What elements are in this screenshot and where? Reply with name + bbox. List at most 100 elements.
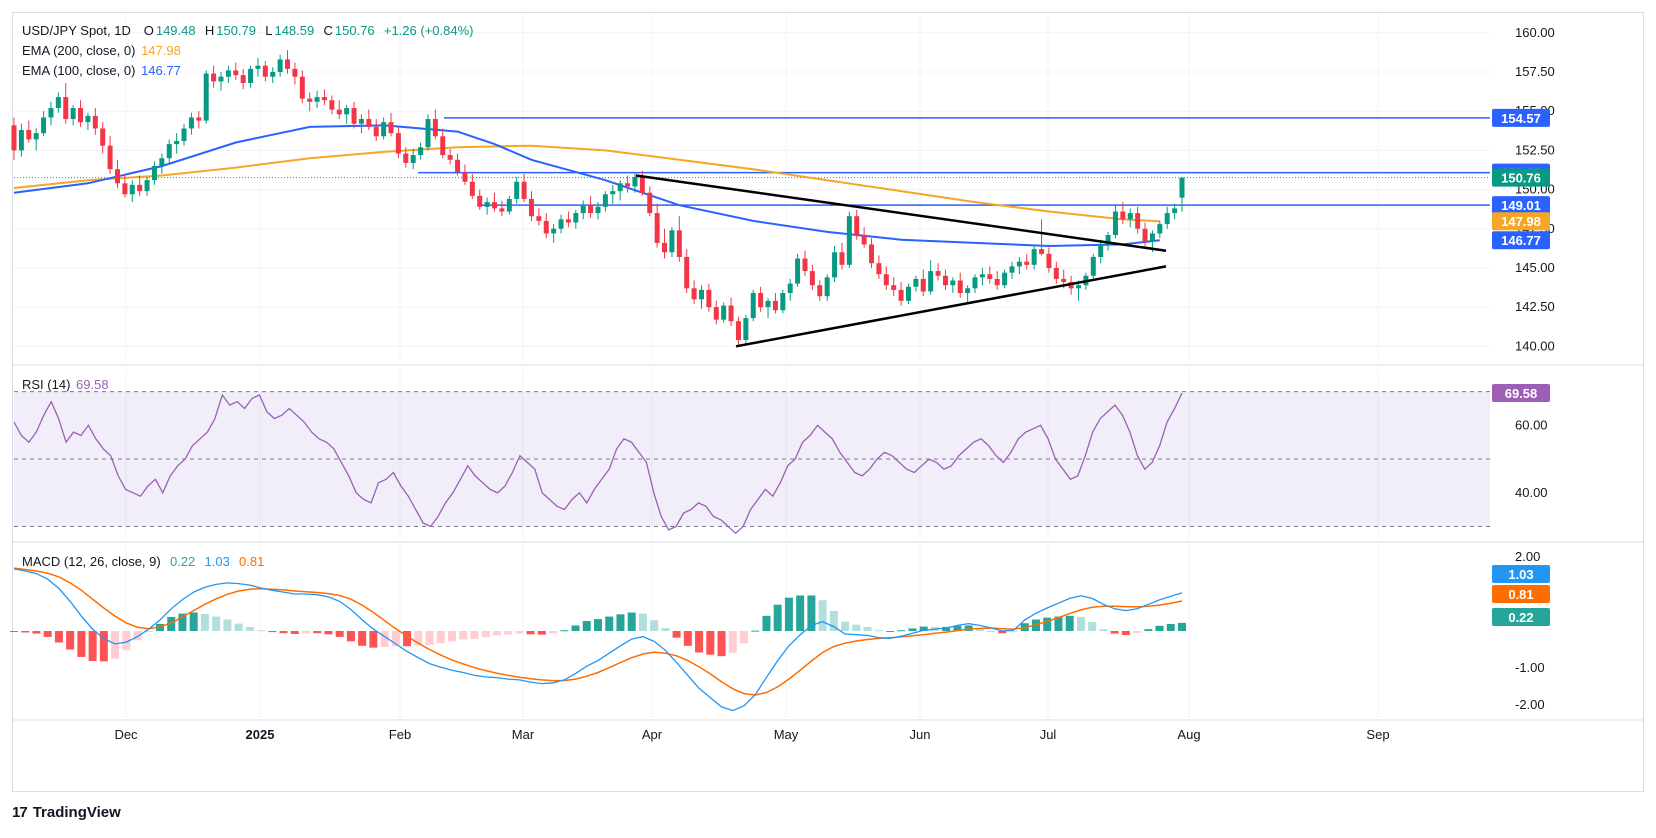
candle-body — [1179, 177, 1185, 198]
candle-body — [558, 219, 564, 229]
candle — [876, 255, 882, 279]
candle-body — [883, 274, 889, 286]
candle — [1053, 261, 1059, 284]
candle-body — [395, 133, 401, 154]
candle-body — [41, 117, 47, 134]
candle-body — [846, 216, 852, 265]
macd-hist-bar — [897, 630, 906, 632]
macd-legend[interactable]: MACD (12, 26, close, 9) 0.22 1.03 0.81 — [22, 553, 266, 571]
tradingview-logo[interactable]: 17 TradingView — [12, 804, 121, 821]
candle — [691, 280, 697, 304]
close-value: 150.76 — [334, 23, 375, 38]
macd-hist-bar — [964, 625, 973, 631]
candle — [721, 302, 727, 323]
candle — [795, 253, 801, 287]
macd-hist-bar — [234, 623, 243, 631]
macd-hist-bar — [571, 625, 580, 631]
macd-signal-tag — [1492, 585, 1550, 603]
candle-body — [70, 108, 76, 120]
candle-body — [63, 97, 69, 120]
high-value: 150.79 — [216, 23, 256, 38]
candle — [942, 269, 948, 290]
price-axis-tick: 157.50 — [1515, 64, 1555, 79]
candle-body — [876, 263, 882, 275]
macd-hist-bar — [987, 631, 996, 632]
candle — [41, 111, 47, 137]
candle-body — [543, 220, 549, 234]
candle-body — [144, 180, 150, 192]
candle-body — [166, 144, 172, 159]
macd-hist-bar — [863, 626, 872, 631]
macd-hist-bar — [1054, 616, 1063, 631]
candle — [366, 109, 372, 130]
time-axis-label: 2025 — [246, 727, 275, 742]
candle-body — [218, 76, 224, 82]
candle — [920, 269, 926, 297]
candle-body — [1142, 228, 1148, 242]
time-axis-label: Dec — [114, 727, 138, 742]
macd-hist-bar — [10, 631, 18, 632]
macd-hist-bar — [908, 628, 917, 631]
macd-hist-bar — [683, 631, 692, 646]
ema200-label: EMA (200, close, 0) — [22, 43, 136, 58]
candle — [913, 275, 919, 292]
candle — [307, 92, 313, 112]
macd-hist-bar — [605, 616, 614, 631]
candle — [440, 128, 446, 159]
candle — [181, 123, 187, 146]
candle-body — [817, 285, 823, 297]
candle — [1016, 256, 1022, 275]
candle — [521, 173, 527, 203]
candle-body — [188, 117, 194, 129]
candle-body — [1135, 213, 1141, 229]
macd-hist-bar — [594, 619, 602, 631]
price-tag — [1492, 196, 1550, 215]
candle — [543, 213, 549, 239]
candle-body — [329, 100, 335, 110]
price-axis-tick: 145.00 — [1515, 260, 1555, 275]
macd-hist-bar — [818, 600, 827, 631]
ema100-label: EMA (100, close, 0) — [22, 63, 136, 78]
candle — [381, 117, 387, 140]
candle-body — [1009, 266, 1015, 273]
candle — [55, 92, 61, 113]
candle — [772, 293, 778, 314]
candle — [33, 128, 39, 151]
price-tag — [1492, 108, 1550, 127]
candle-body — [639, 177, 645, 193]
macd-hist-bar — [122, 631, 131, 651]
time-axis-label: Mar — [512, 727, 535, 742]
ema200-legend[interactable]: EMA (200, close, 0) 147.98 — [22, 42, 183, 60]
candle — [972, 274, 978, 294]
symbol-title[interactable]: USD/JPY Spot, 1D — [22, 23, 131, 38]
candle-body — [1076, 285, 1082, 289]
candle — [506, 195, 512, 215]
candle — [196, 111, 202, 129]
candle — [898, 282, 904, 306]
macd-hist-bar — [257, 630, 266, 632]
candle-body — [662, 242, 668, 253]
macd-hist-bar — [751, 630, 760, 632]
candle — [499, 200, 505, 217]
ema100-legend[interactable]: EMA (100, close, 0) 146.77 — [22, 62, 183, 80]
macd-hist-bar — [717, 631, 726, 657]
candle — [351, 101, 357, 129]
macd-hist-bar — [796, 595, 805, 631]
candle-body — [521, 181, 527, 199]
candle — [403, 147, 409, 168]
candle-body — [1024, 261, 1030, 265]
chart-canvas[interactable]: 160.00157.50155.00152.50150.00147.50145.… — [0, 0, 1656, 800]
macd-hist-bar — [773, 604, 782, 631]
macd-hist-bar — [526, 631, 535, 635]
macd-hist-bar — [99, 631, 108, 662]
candle — [647, 186, 653, 217]
candle-body — [861, 235, 867, 245]
candle — [1164, 206, 1170, 229]
time-axis-label: Jul — [1040, 727, 1057, 742]
candle-body — [181, 128, 187, 141]
candle-body — [262, 65, 268, 77]
macd-hist-bar — [1178, 622, 1186, 631]
candle — [1098, 239, 1104, 264]
rsi-legend[interactable]: RSI (14) 69.58 — [22, 376, 111, 394]
candle — [1046, 247, 1052, 273]
